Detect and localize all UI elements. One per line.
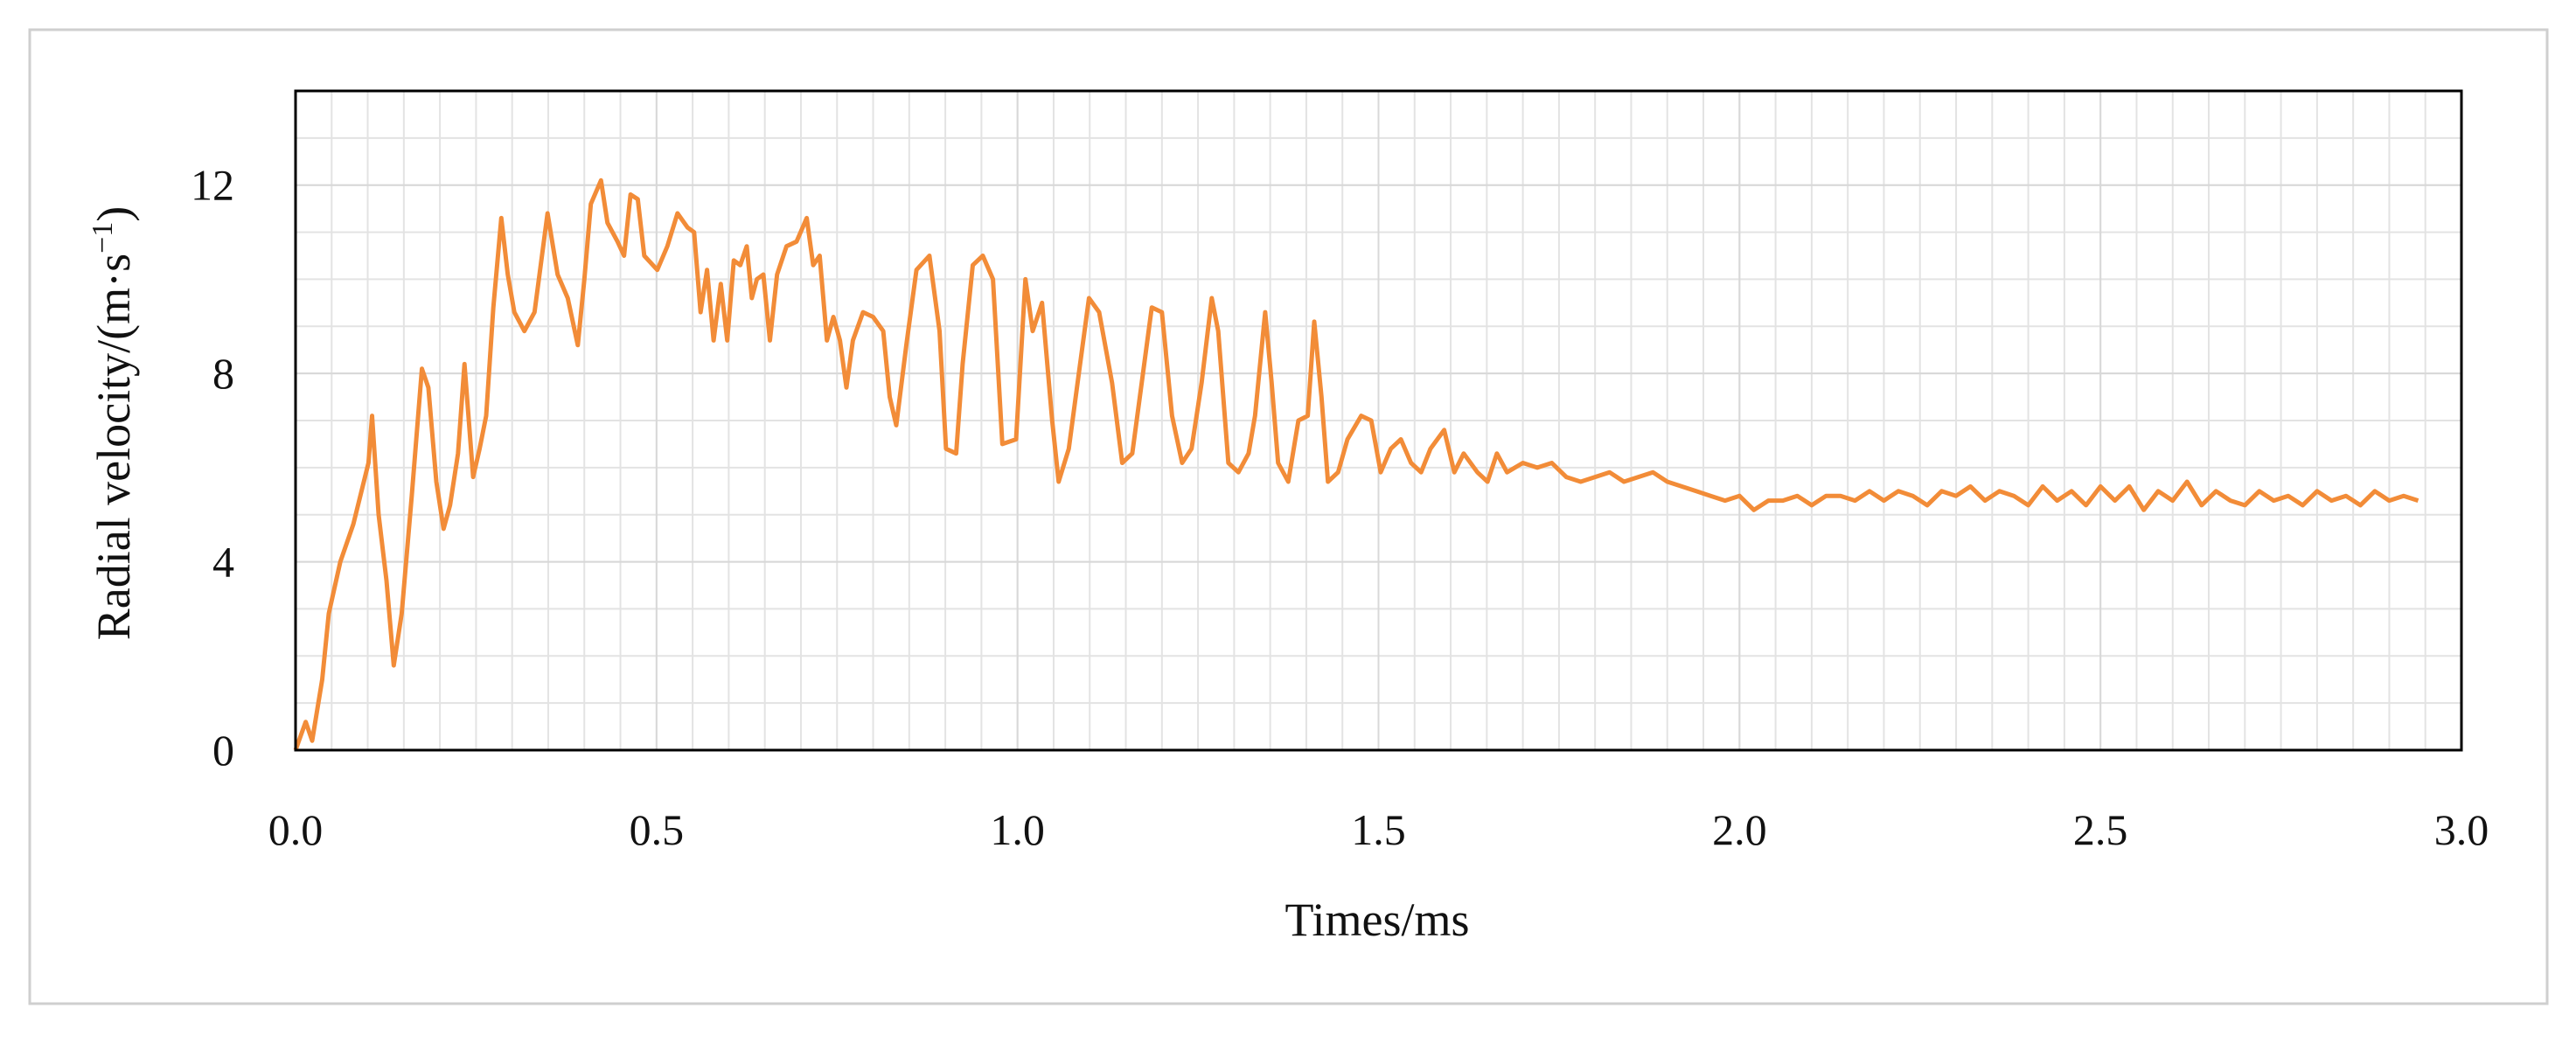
x-tick-label: 2.0: [1712, 805, 1767, 854]
y-axis-label-sup: −1: [87, 222, 119, 254]
y-tick-label: 4: [212, 538, 234, 587]
x-tick-label: 0.0: [268, 805, 324, 854]
x-tick-label: 0.5: [630, 805, 685, 854]
x-tick-label: 1.0: [990, 805, 1045, 854]
y-axis-label: Radial velocity/(m·s−1): [87, 206, 140, 641]
plot-area: [293, 177, 2419, 751]
y-tick-label: 0: [212, 726, 234, 775]
y-axis-label-text: Radial velocity/(m·s: [87, 254, 140, 640]
plot-border: [294, 89, 2463, 752]
x-tick-label: 3.0: [2434, 805, 2489, 854]
line-series: [293, 177, 2419, 751]
y-tick-label: 8: [212, 349, 234, 398]
y-tick-label: 12: [191, 161, 234, 210]
x-axis-label: Times/ms: [1285, 894, 1469, 946]
chart-frame: [28, 28, 2549, 1005]
x-tick-label: 1.5: [1351, 805, 1406, 854]
grid: [295, 91, 2462, 751]
y-axis-label-end: ): [87, 206, 140, 222]
x-tick-label: 2.5: [2073, 805, 2128, 854]
